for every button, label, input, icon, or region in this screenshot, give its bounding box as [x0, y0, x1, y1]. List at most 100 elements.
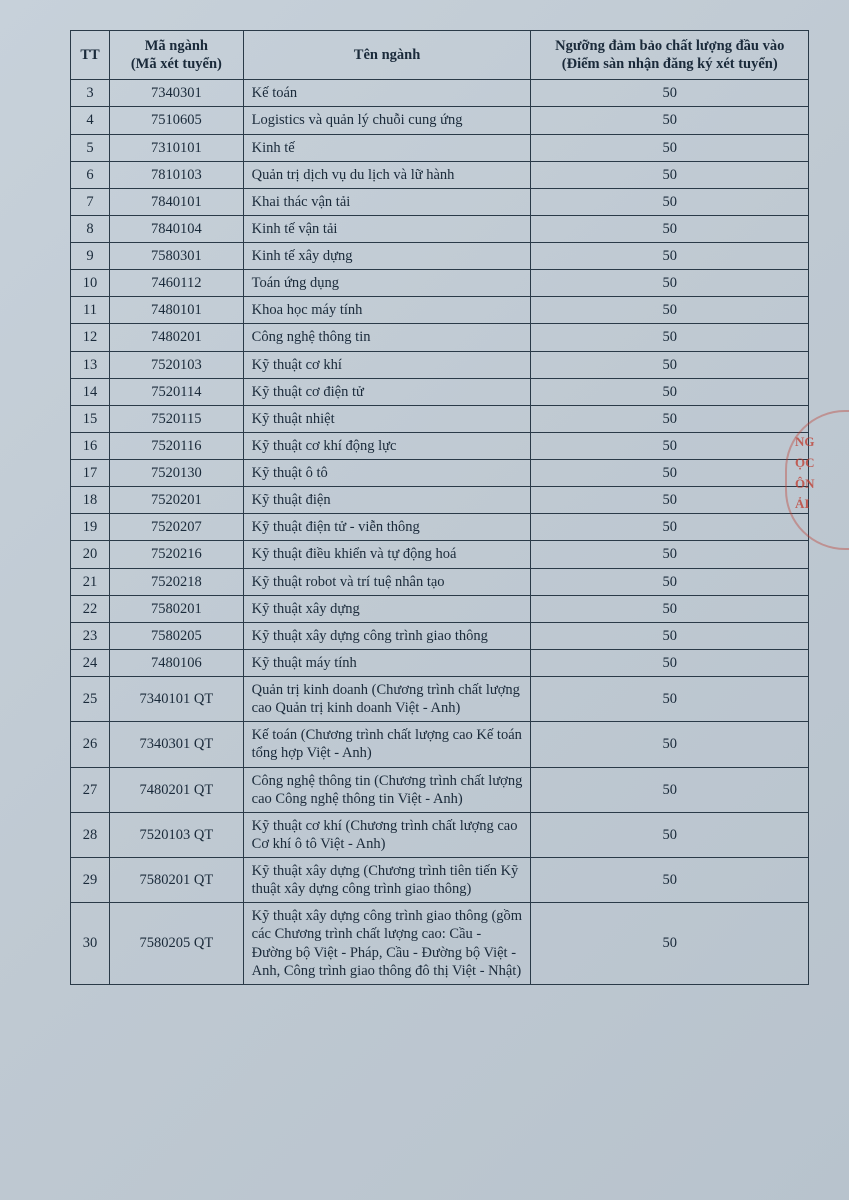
cell-ng: 50: [531, 270, 809, 297]
table-row: 47510605Logistics và quản lý chuỗi cung …: [71, 107, 809, 134]
table-row: 267340301 QTKế toán (Chương trình chất l…: [71, 722, 809, 767]
table-row: 167520116Kỹ thuật cơ khí động lực50: [71, 432, 809, 459]
col-ng-header: Ngưỡng đảm bảo chất lượng đầu vào(Điểm s…: [531, 31, 809, 80]
table-row: 67810103Quản trị dịch vụ du lịch và lữ h…: [71, 161, 809, 188]
cell-ten: Kỹ thuật xây dựng công trình giao thông: [243, 622, 531, 649]
cell-ten: Kỹ thuật điều khiển và tự động hoá: [243, 541, 531, 568]
table-row: 147520114Kỹ thuật cơ điện tử50: [71, 378, 809, 405]
cell-ng: 50: [531, 649, 809, 676]
cell-ten: Kỹ thuật nhiệt: [243, 405, 531, 432]
cell-ma: 7810103: [110, 161, 244, 188]
cell-ma: 7480201 QT: [110, 767, 244, 812]
cell-ma: 7520114: [110, 378, 244, 405]
cell-tt: 23: [71, 622, 110, 649]
table-row: 227580201Kỹ thuật xây dựng50: [71, 595, 809, 622]
cell-ma: 7520218: [110, 568, 244, 595]
cell-ma: 7480101: [110, 297, 244, 324]
cell-tt: 22: [71, 595, 110, 622]
cell-ten: Khai thác vận tải: [243, 188, 531, 215]
cell-tt: 27: [71, 767, 110, 812]
cell-ten: Logistics và quản lý chuỗi cung ứng: [243, 107, 531, 134]
cell-ten: Kinh tế: [243, 134, 531, 161]
cell-ten: Kỹ thuật cơ khí động lực: [243, 432, 531, 459]
cell-ng: 50: [531, 487, 809, 514]
table-row: 307580205 QTKỹ thuật xây dựng công trình…: [71, 903, 809, 985]
cell-ng: 50: [531, 134, 809, 161]
table-row: 107460112Toán ứng dụng50: [71, 270, 809, 297]
cell-ng: 50: [531, 722, 809, 767]
cell-ten: Kinh tế vận tải: [243, 215, 531, 242]
cell-tt: 6: [71, 161, 110, 188]
cell-tt: 11: [71, 297, 110, 324]
cell-ma: 7840104: [110, 215, 244, 242]
cell-ten: Kỹ thuật ô tô: [243, 460, 531, 487]
cell-ten: Toán ứng dụng: [243, 270, 531, 297]
cell-tt: 28: [71, 812, 110, 857]
cell-ten: Kỹ thuật xây dựng công trình giao thông …: [243, 903, 531, 985]
document-page: TT Mã ngành(Mã xét tuyển) Tên ngành Ngưỡ…: [0, 0, 849, 1200]
cell-tt: 5: [71, 134, 110, 161]
table-row: 137520103Kỹ thuật cơ khí50: [71, 351, 809, 378]
cell-ma: 7340301: [110, 80, 244, 107]
cell-tt: 19: [71, 514, 110, 541]
cell-ten: Kỹ thuật xây dựng: [243, 595, 531, 622]
cell-ng: 50: [531, 405, 809, 432]
cell-ng: 50: [531, 243, 809, 270]
cell-ng: 50: [531, 378, 809, 405]
cell-tt: 25: [71, 677, 110, 722]
cell-ma: 7520130: [110, 460, 244, 487]
cell-tt: 12: [71, 324, 110, 351]
cell-tt: 13: [71, 351, 110, 378]
cell-ten: Quản trị kinh doanh (Chương trình chất l…: [243, 677, 531, 722]
table-row: 237580205Kỹ thuật xây dựng công trình gi…: [71, 622, 809, 649]
cell-tt: 30: [71, 903, 110, 985]
table-row: 77840101Khai thác vận tải50: [71, 188, 809, 215]
cell-ma: 7480106: [110, 649, 244, 676]
cell-ma: 7520103 QT: [110, 812, 244, 857]
cell-ng: 50: [531, 324, 809, 351]
cell-ma: 7520216: [110, 541, 244, 568]
cell-ng: 50: [531, 432, 809, 459]
cell-ten: Kỹ thuật máy tính: [243, 649, 531, 676]
cell-ng: 50: [531, 677, 809, 722]
cell-tt: 17: [71, 460, 110, 487]
cell-ng: 50: [531, 161, 809, 188]
cell-ten: Quản trị dịch vụ du lịch và lữ hành: [243, 161, 531, 188]
cell-ng: 50: [531, 351, 809, 378]
cell-ng: 50: [531, 460, 809, 487]
table-row: 157520115Kỹ thuật nhiệt50: [71, 405, 809, 432]
table-row: 57310101Kinh tế50: [71, 134, 809, 161]
cell-ma: 7510605: [110, 107, 244, 134]
table-row: 197520207Kỹ thuật điện tử - viễn thông50: [71, 514, 809, 541]
cell-ten: Công nghệ thông tin (Chương trình chất l…: [243, 767, 531, 812]
cell-ten: Kỹ thuật cơ khí: [243, 351, 531, 378]
table-row: 177520130Kỹ thuật ô tô50: [71, 460, 809, 487]
cell-ng: 50: [531, 541, 809, 568]
cell-tt: 29: [71, 858, 110, 903]
table-row: 217520218Kỹ thuật robot và trí tuệ nhân …: [71, 568, 809, 595]
cell-ng: 50: [531, 514, 809, 541]
majors-table: TT Mã ngành(Mã xét tuyển) Tên ngành Ngưỡ…: [70, 30, 809, 985]
cell-ng: 50: [531, 107, 809, 134]
cell-ng: 50: [531, 80, 809, 107]
cell-ng: 50: [531, 767, 809, 812]
cell-ten: Kỹ thuật cơ điện tử: [243, 378, 531, 405]
cell-tt: 3: [71, 80, 110, 107]
cell-ten: Kỹ thuật robot và trí tuệ nhân tạo: [243, 568, 531, 595]
table-row: 97580301Kinh tế xây dựng50: [71, 243, 809, 270]
cell-ng: 50: [531, 568, 809, 595]
table-row: 247480106Kỹ thuật máy tính50: [71, 649, 809, 676]
cell-ma: 7480201: [110, 324, 244, 351]
cell-ma: 7580205: [110, 622, 244, 649]
table-row: 117480101Khoa học máy tính50: [71, 297, 809, 324]
cell-ten: Khoa học máy tính: [243, 297, 531, 324]
cell-tt: 16: [71, 432, 110, 459]
cell-tt: 26: [71, 722, 110, 767]
table-row: 257340101 QTQuản trị kinh doanh (Chương …: [71, 677, 809, 722]
cell-ma: 7580301: [110, 243, 244, 270]
cell-ten: Kinh tế xây dựng: [243, 243, 531, 270]
cell-ten: Kỹ thuật xây dựng (Chương trình tiên tiế…: [243, 858, 531, 903]
table-header: TT Mã ngành(Mã xét tuyển) Tên ngành Ngưỡ…: [71, 31, 809, 80]
cell-ma: 7520115: [110, 405, 244, 432]
cell-tt: 4: [71, 107, 110, 134]
